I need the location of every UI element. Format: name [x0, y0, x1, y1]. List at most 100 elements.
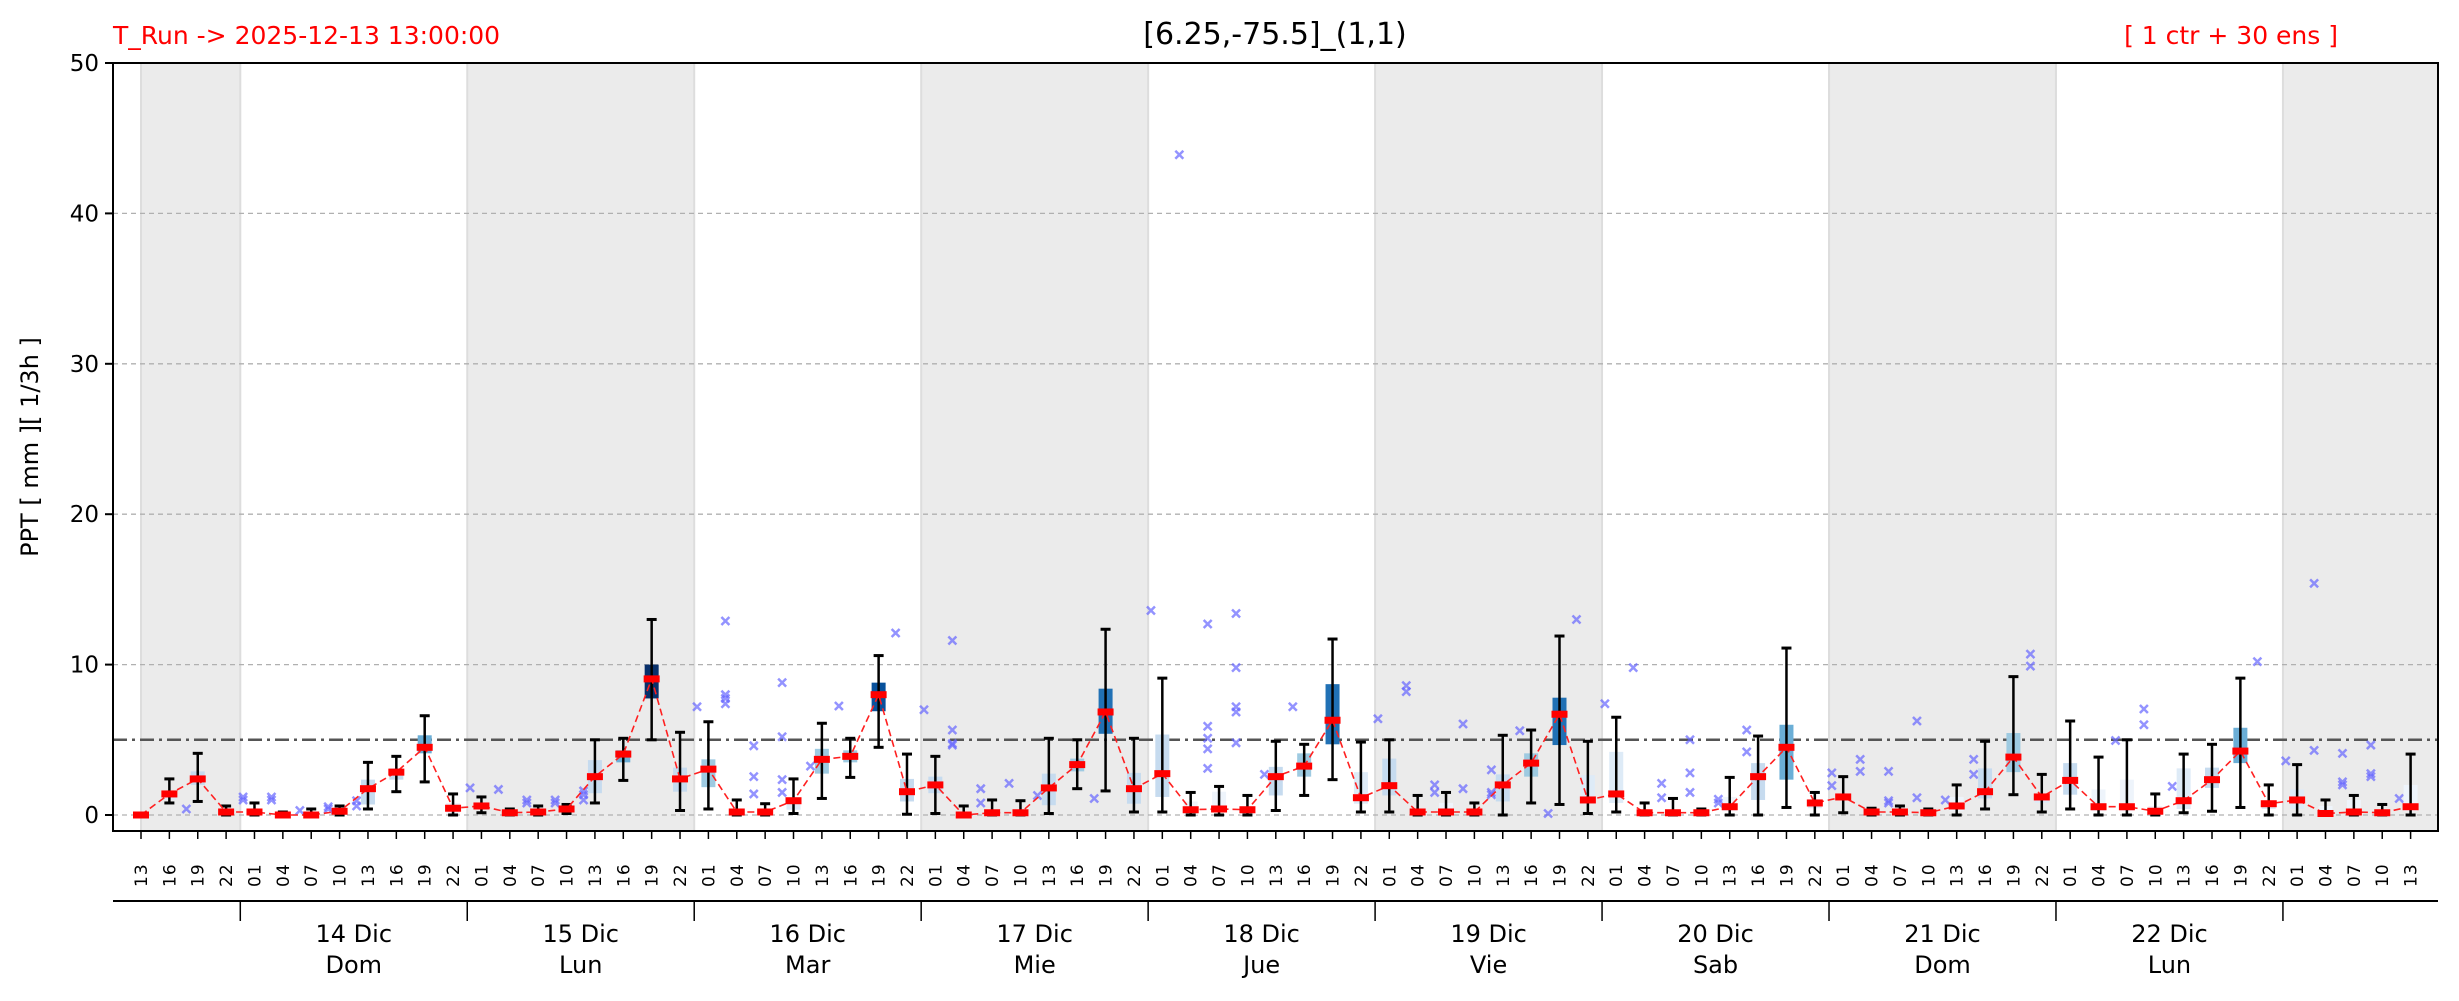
median-marker [2317, 809, 2334, 817]
outlier-marker [1429, 787, 1440, 798]
hour-tick-label: 19 [870, 863, 890, 887]
outlier-marker [748, 789, 759, 799]
hour-tick-label: 07 [302, 863, 322, 887]
median-marker [672, 775, 689, 783]
outlier-marker [2139, 719, 2149, 730]
median-marker [1806, 799, 1823, 807]
median-marker [586, 773, 603, 781]
hour-tick-label: 10 [2373, 863, 2393, 887]
y-tick-label: 0 [84, 803, 99, 829]
day-date-label: 17 Dic [996, 920, 1073, 948]
hour-tick-label: 19 [1777, 863, 1797, 887]
hour-tick-label: 01 [1607, 863, 1627, 887]
run-time-label: T_Run -> 2025-12-13 13:00:00 [112, 21, 500, 50]
outlier-marker [2365, 771, 2376, 782]
outlier-marker [1713, 798, 1724, 808]
outlier-marker [578, 795, 589, 805]
outlier-marker [777, 774, 788, 785]
day-weekday-label: Dom [326, 951, 383, 979]
outlier-marker [1628, 662, 1639, 673]
outlier-marker [550, 795, 561, 805]
median-marker [388, 768, 405, 776]
median-marker [274, 811, 291, 819]
median-marker [1154, 770, 1171, 778]
median-marker [2147, 807, 2164, 815]
outlier-marker [777, 731, 788, 742]
outlier-marker [266, 795, 277, 805]
outlier-marker [1287, 701, 1298, 712]
hour-tick-label: 07 [1210, 863, 1230, 887]
box-group [758, 677, 788, 817]
day-date-label: 22 Dic [2131, 920, 2208, 948]
hour-tick-label: 10 [1465, 863, 1485, 887]
hour-tick-label: 16 [1295, 863, 1315, 887]
median-marker [1352, 794, 1369, 802]
outlier-marker [181, 804, 192, 814]
median-marker [1948, 802, 1965, 810]
box-group [786, 761, 816, 815]
hour-tick-label: 16 [387, 863, 407, 887]
outlier-marker [1741, 725, 1752, 735]
hour-tick-label: 13 [1267, 863, 1287, 887]
median-marker [331, 807, 348, 815]
night-shade-band [1828, 62, 2057, 832]
night-shade-band [2281, 62, 2440, 832]
median-marker [445, 804, 462, 812]
median-marker [615, 750, 632, 758]
median-marker [2005, 753, 2022, 761]
hour-tick-label: 10 [785, 863, 805, 887]
outlier-marker [2309, 578, 2320, 589]
hour-tick-label: 10 [1238, 863, 1258, 887]
hour-tick-label: 13 [2175, 863, 2195, 887]
outlier-marker [1599, 698, 1610, 709]
median-marker [700, 765, 717, 773]
day-weekday-label: Dom [1914, 951, 1971, 979]
outlier-marker [1741, 746, 1752, 757]
median-marker [1608, 790, 1625, 798]
hour-tick-label: 10 [1919, 863, 1939, 887]
median-marker [2232, 747, 2249, 755]
median-marker [2402, 803, 2419, 811]
hour-tick-label: 01 [1834, 863, 1854, 887]
y-tick-label: 30 [70, 352, 99, 378]
median-marker [1040, 784, 1057, 792]
box-group [1212, 608, 1241, 817]
hour-tick-label: 16 [614, 863, 634, 887]
outlier-marker [1968, 754, 1979, 765]
median-marker [643, 675, 660, 683]
median-marker [1438, 808, 1455, 816]
y-tick-label: 20 [70, 502, 99, 528]
hour-tick-label: 19 [189, 863, 209, 887]
median-marker [303, 811, 320, 819]
median-marker [416, 743, 433, 751]
hour-tick-label: 22 [898, 863, 918, 887]
y-tick-label: 50 [70, 51, 99, 77]
outlier-marker [2280, 755, 2291, 766]
y-gridlines [113, 212, 2438, 816]
median-marker [984, 809, 1001, 817]
box-group [1155, 149, 1185, 814]
outlier-marker [2167, 781, 2178, 792]
median-marker [1721, 803, 1738, 811]
hour-tick-label: 22 [444, 863, 464, 887]
outlier-marker [1685, 768, 1695, 778]
outlier-marker [1685, 787, 1695, 798]
outlier-marker [1231, 737, 1241, 748]
median-marker [133, 811, 149, 819]
median-marker [2062, 776, 2079, 784]
y-tick-label: 10 [70, 653, 99, 679]
outlier-marker [1826, 780, 1837, 791]
y-axis-label: PPT [ mm ][ 1/3h ] [16, 337, 44, 557]
outlier-marker [1571, 614, 1582, 625]
hour-tick-label: 16 [1749, 863, 1769, 887]
outlier-marker [1912, 792, 1922, 803]
hour-tick-label: 07 [529, 863, 549, 887]
hour-tick-label: 19 [416, 863, 436, 887]
median-marker [501, 809, 518, 817]
median-marker [1125, 785, 1142, 793]
outlier-marker [1458, 719, 1468, 729]
hour-tick-label: 19 [1097, 863, 1117, 887]
day-date-label: 21 Dic [1904, 920, 1981, 948]
median-marker [2175, 797, 2192, 805]
box-group [1552, 614, 1582, 806]
